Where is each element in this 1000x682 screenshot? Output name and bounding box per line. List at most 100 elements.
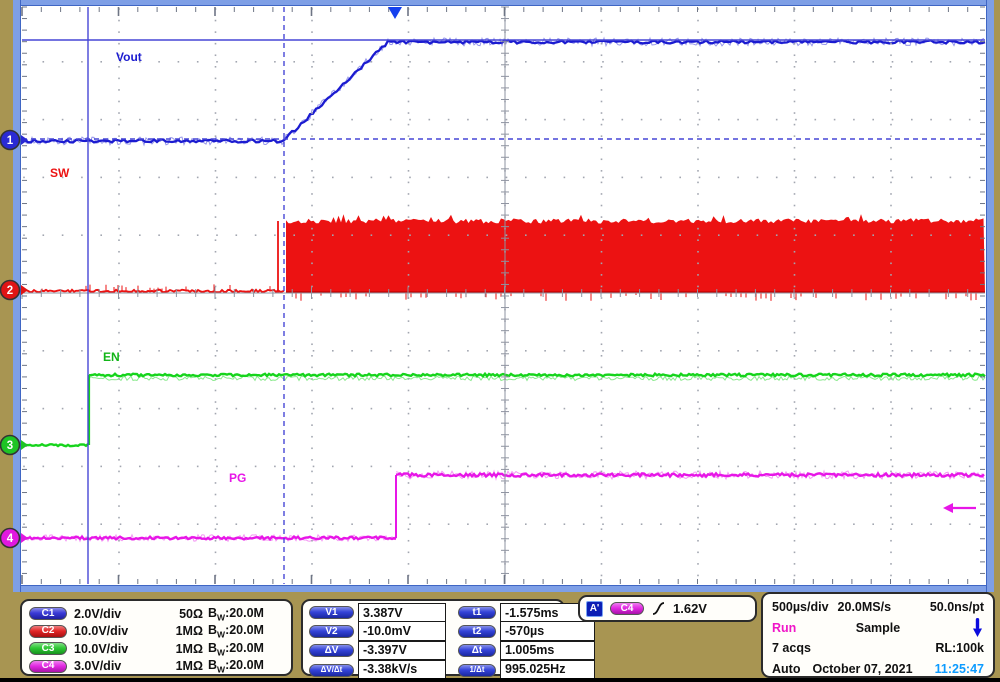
measurement-badge[interactable]: ΔV/Δt [309, 663, 354, 677]
trigger-position-icon[interactable] [388, 7, 402, 19]
waveform-display[interactable]: 1 2 3 4 Vout SW EN PG [0, 0, 1000, 592]
measurement-badge[interactable]: V2 [309, 625, 354, 639]
channel-bandwidth: BW:20.0M [208, 606, 284, 623]
trigger-a-icon[interactable]: A' [586, 600, 603, 617]
channel-row[interactable]: C1 2.0V/div 50Ω BW:20.0M [29, 605, 284, 623]
measurement-value: -3.397V [358, 640, 446, 660]
record-length: RL:100k [935, 641, 984, 656]
date-time-row: Auto October 07, 2021 11:25:47 [772, 659, 984, 680]
measurement-row: V2 -10.0mV [309, 621, 446, 641]
channel-marker-4[interactable]: 4 [0, 527, 21, 549]
acq-count: 7 acqs [772, 641, 811, 656]
measurement-badge[interactable]: 1/Δt [458, 663, 496, 677]
measurement-value: -10.0mV [358, 621, 446, 641]
channel-bandwidth: BW:20.0M [208, 658, 284, 675]
trigger-level-value: 1.62V [673, 601, 707, 616]
channel-impedance: 1MΩ [175, 659, 203, 674]
measurement-value: -1.575ms [500, 603, 595, 623]
trace-label-sw: SW [50, 166, 70, 180]
readout-bar: C1 2.0V/div 50Ω BW:20.0M C2 10.0V/div 1M… [0, 592, 1000, 680]
measurement-badge[interactable]: Δt [458, 644, 496, 658]
bw-base: B [208, 640, 218, 655]
channel-badge[interactable]: C4 [29, 659, 67, 673]
bw-value: :20.0M [225, 658, 264, 672]
svg-text:3: 3 [7, 440, 13, 452]
measurement-row: V1 3.387V [309, 603, 446, 623]
measurement-badge[interactable]: V1 [309, 606, 354, 620]
channel-scale: 3.0V/div [74, 659, 122, 674]
channel-marker-2[interactable]: 2 [0, 279, 21, 301]
bw-base: B [208, 658, 218, 672]
channel-badge[interactable]: C3 [29, 642, 67, 656]
measurement-row: ΔV -3.397V [309, 640, 446, 660]
waveform-canvas[interactable]: 1 2 3 4 [0, 0, 1000, 592]
channel-row[interactable]: C3 10.0V/div 1MΩ BW:20.0M [29, 640, 284, 658]
channel-scale: 10.0V/div [74, 641, 129, 656]
trigger-level-icon[interactable] [943, 503, 953, 513]
acquisition-state-row: Run Sample [772, 618, 984, 639]
measurement-row: ΔV/Δt -3.38kV/s [309, 659, 446, 680]
date-value: October 07, 2021 [812, 661, 913, 676]
channel-settings-panel[interactable]: C1 2.0V/div 50Ω BW:20.0M C2 10.0V/div 1M… [20, 599, 293, 676]
bw-sub: W [217, 612, 226, 622]
acquisition-mode: Sample [855, 620, 901, 635]
bw-sub: W [217, 629, 226, 640]
channel-impedance: 1MΩ [175, 641, 203, 656]
timebase-row: 500µs/div 20.0MS/s 50.0ns/pt [772, 597, 984, 618]
bottom-edge-strip [0, 678, 1000, 682]
time-value: 11:25:47 [934, 661, 984, 676]
horizontal-position-icon[interactable] [971, 617, 984, 638]
resolution-value: 50.0ns/pt [929, 600, 984, 615]
channel-badge[interactable]: C2 [29, 624, 67, 638]
measurement-value: -3.38kV/s [358, 659, 446, 680]
channel-scale: 10.0V/div [74, 624, 129, 639]
measurement-value: 3.387V [358, 603, 446, 623]
measurement-badge[interactable]: t1 [458, 606, 496, 620]
channel-marker-3[interactable]: 3 [0, 434, 21, 456]
run-status: Run [772, 620, 797, 635]
measurement-value: 1.005ms [500, 640, 595, 660]
bw-value: :20.0M [225, 623, 264, 637]
timebase-value[interactable]: 500µs/div [772, 600, 829, 615]
measurement-value: 995.025Hz [500, 659, 595, 680]
channel-badge[interactable]: C1 [29, 607, 67, 621]
bw-value: :20.0M [225, 605, 264, 620]
measurement-row: t1 -1.575ms [458, 603, 595, 623]
measurement-row: Δt 1.005ms [458, 640, 595, 660]
sample-rate-value: 20.0MS/s [837, 600, 892, 615]
trigger-mode[interactable]: Auto [772, 661, 801, 676]
channel-bandwidth: BW:20.0M [208, 641, 284, 658]
channel-bandwidth: BW:20.0M [208, 623, 284, 640]
channel-impedance: 50Ω [179, 606, 203, 621]
channel-marker-1[interactable]: 1 [0, 129, 21, 151]
bw-value: :20.0M [225, 640, 264, 655]
measurement-badge[interactable]: t2 [458, 625, 496, 639]
cursor-readout-panel[interactable]: V1 3.387V V2 -10.0mV ΔV -3.397V ΔV/Δt -3… [301, 599, 595, 680]
measurement-row: t2 -570µs [458, 621, 595, 641]
svg-text:4: 4 [7, 533, 14, 545]
graticule-frame-bottom [13, 585, 994, 592]
channel-row[interactable]: C4 3.0V/div 1MΩ BW:20.0M [29, 658, 284, 676]
channel-scale: 2.0V/div [74, 606, 122, 621]
rising-edge-icon [652, 602, 665, 615]
channel-impedance: 1MΩ [175, 624, 203, 639]
graticule-frame-right [986, 0, 994, 592]
acquisition-count-row: 7 acqs RL:100k [772, 638, 984, 659]
channel-row[interactable]: C2 10.0V/div 1MΩ BW:20.0M [29, 623, 284, 641]
trigger-source-badge[interactable]: C4 [610, 602, 644, 615]
svg-text:1: 1 [7, 135, 14, 147]
svg-text:2: 2 [7, 285, 13, 297]
bw-sub: W [217, 664, 226, 675]
trace-label-en: EN [103, 350, 120, 364]
horizontal-acquisition-panel[interactable]: 500µs/div 20.0MS/s 50.0ns/pt Run Sample … [761, 592, 995, 678]
measurement-row: 1/Δt 995.025Hz [458, 659, 595, 680]
measurement-value: -570µs [500, 621, 595, 641]
trace-label-vout: Vout [116, 50, 142, 64]
trigger-panel[interactable]: A' C4 1.62V [578, 595, 757, 622]
trace-label-pg: PG [229, 471, 247, 485]
graticule-frame-top [13, 0, 994, 6]
bw-base: B [208, 605, 218, 620]
bw-sub: W [217, 647, 226, 657]
measurement-badge[interactable]: ΔV [309, 644, 354, 658]
